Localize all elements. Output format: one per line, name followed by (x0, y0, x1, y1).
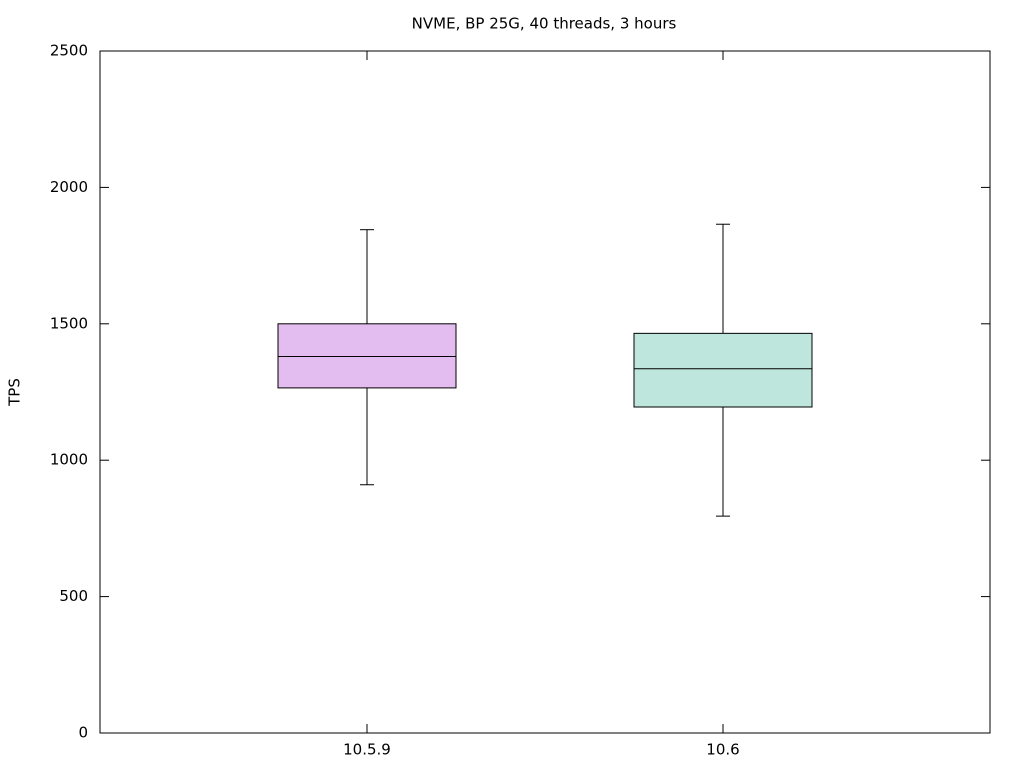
x-tick-label: 10.5.9 (343, 741, 391, 759)
y-tick-label: 1000 (50, 451, 88, 469)
y-tick-label: 2000 (50, 178, 88, 196)
box (633, 332, 813, 408)
y-axis-label: TPS (6, 378, 24, 407)
plot-frame (99, 50, 991, 734)
y-tick-label: 2500 (50, 42, 88, 60)
y-tick-label: 0 (78, 724, 88, 742)
y-tick-label: 1500 (50, 314, 88, 332)
y-tick-label: 500 (59, 587, 88, 605)
chart-title: NVME, BP 25G, 40 threads, 3 hours (412, 15, 677, 33)
box (277, 323, 457, 389)
x-tick-label: 10.6 (706, 741, 739, 759)
